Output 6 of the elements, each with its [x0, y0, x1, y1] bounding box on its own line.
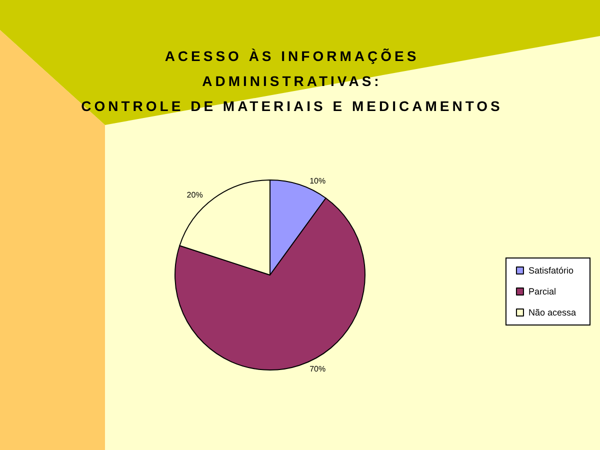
data-label: 10% — [310, 176, 326, 186]
legend-label: Não acessa — [528, 308, 576, 318]
legend-label: Parcial — [528, 286, 556, 296]
legend-label: Satisfatório — [528, 266, 574, 276]
data-label: 70% — [310, 364, 326, 374]
data-label: 20% — [186, 190, 203, 200]
